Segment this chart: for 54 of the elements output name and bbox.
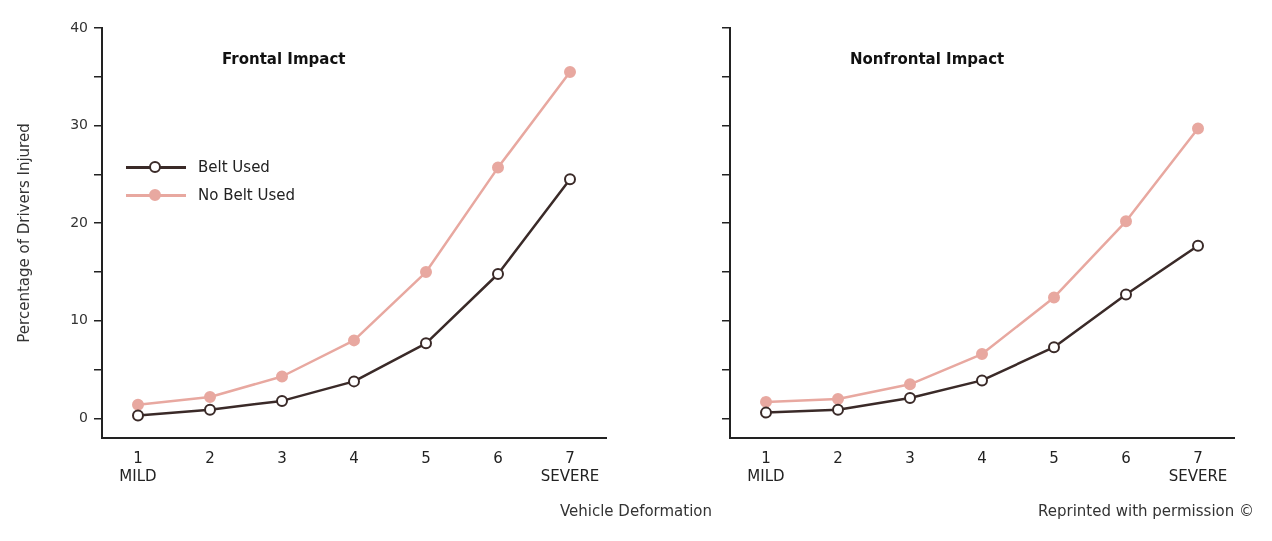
x-tick-label: 2 — [833, 448, 843, 467]
point — [904, 378, 916, 391]
point — [132, 409, 144, 422]
x-tick-label: 3 — [905, 448, 915, 467]
point — [1048, 341, 1060, 354]
legend-label: No Belt Used — [198, 186, 296, 204]
point — [564, 173, 576, 186]
x-tick-label: 2 — [205, 448, 215, 467]
point — [760, 406, 772, 419]
point — [1048, 291, 1060, 304]
point — [276, 394, 288, 407]
y-tick-label: 40 — [70, 18, 88, 35]
point — [204, 391, 216, 403]
point — [1192, 122, 1204, 135]
x-tick-label: 4 — [349, 448, 359, 467]
x-tick-label: 6 — [1121, 448, 1131, 467]
x-tick-label: 1 MILD — [119, 448, 157, 485]
x-tick-label: 6 — [493, 448, 503, 467]
text: Reprinted with permission © — [1037, 502, 1254, 520]
point — [1120, 215, 1132, 228]
x-tick-label: 3 — [277, 448, 287, 467]
point — [276, 370, 288, 383]
y-tick-label: 30 — [70, 116, 88, 133]
point — [832, 392, 844, 405]
point — [132, 398, 144, 411]
point — [204, 403, 216, 416]
point — [348, 375, 360, 388]
x-tick-label: 1 MILD — [747, 448, 785, 485]
point — [492, 161, 504, 174]
x-tick-label: 4 — [977, 448, 987, 467]
point — [976, 374, 988, 387]
point — [760, 395, 772, 408]
y-tick-label: 0 — [79, 409, 88, 426]
x-axis-title: Vehicle Deformation — [559, 502, 713, 520]
point — [904, 391, 916, 404]
text: Frontal Impact — [222, 49, 346, 68]
point — [976, 348, 988, 361]
point — [832, 403, 844, 416]
point — [564, 65, 576, 78]
point — [420, 337, 432, 350]
point — [348, 334, 360, 347]
legend-label: Belt Used — [198, 158, 270, 176]
y-axis-title: Percentage of Drivers Injured — [14, 123, 33, 343]
point — [1120, 288, 1132, 301]
x-tick-label: 7 SEVERE — [1168, 448, 1228, 485]
point — [1192, 239, 1204, 252]
x-tick-label: 5 — [1049, 448, 1059, 467]
text: Nonfrontal Impact — [850, 49, 1005, 68]
x-tick-label: 7 SEVERE — [540, 448, 600, 485]
point — [492, 268, 504, 280]
x-tick-label: 5 — [421, 448, 431, 467]
y-tick-label: 10 — [70, 311, 88, 328]
y-tick-label: 20 — [70, 213, 88, 230]
point — [420, 266, 432, 279]
